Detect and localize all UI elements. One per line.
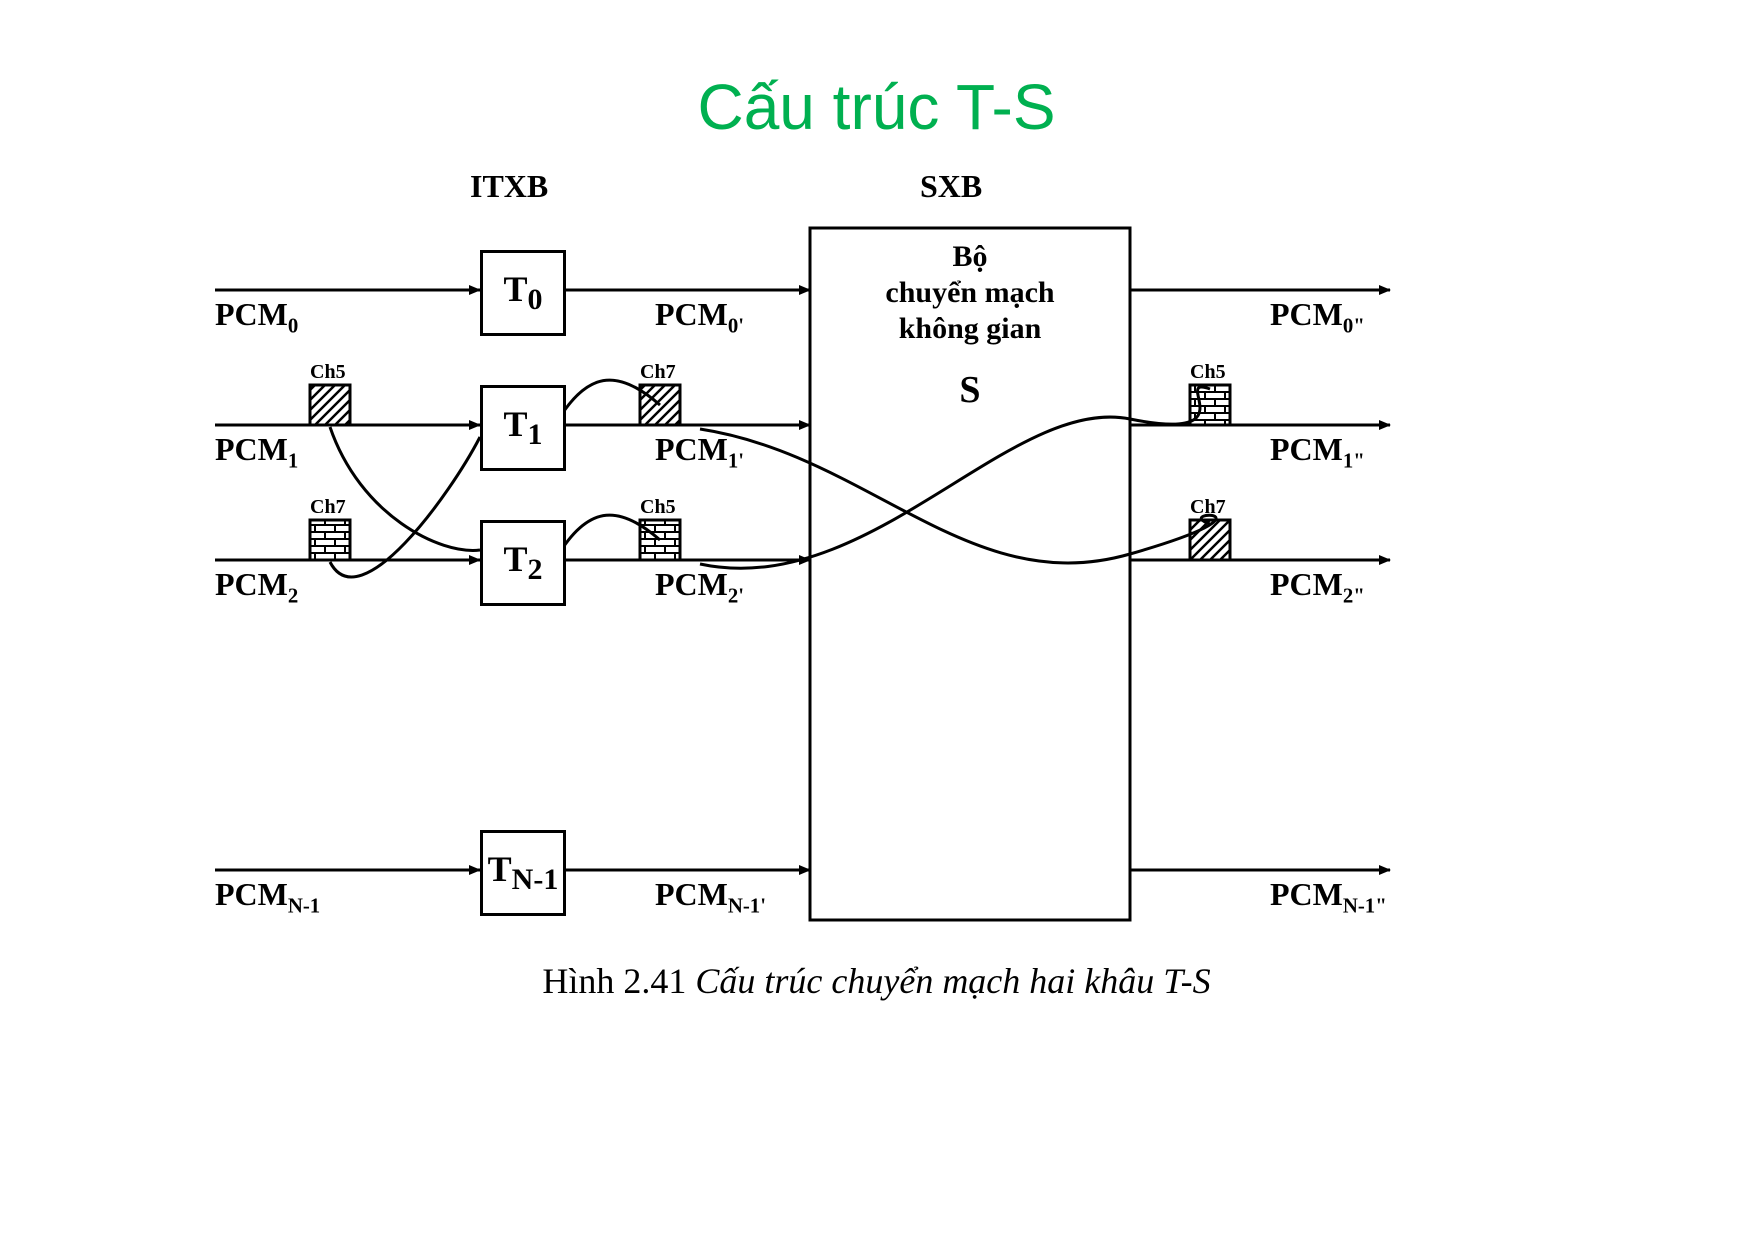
pcm-mid-3: PCMN-1' xyxy=(655,876,766,918)
t-box-3: TN-1 xyxy=(480,830,566,916)
t-box-0: T0 xyxy=(480,250,566,336)
pcm-out-3: PCMN-1" xyxy=(1270,876,1387,918)
pcm-in-0: PCM0 xyxy=(215,296,298,338)
itxb-header-label: ITXB xyxy=(470,168,548,205)
pcm-in-2: PCM2 xyxy=(215,566,298,608)
t-box-2: T2 xyxy=(480,520,566,606)
sxb-header-label: SXB xyxy=(920,168,982,205)
t-box-1: T1 xyxy=(480,385,566,471)
sxb-S: S xyxy=(959,368,980,412)
pcm-in-3: PCMN-1 xyxy=(215,876,320,918)
caption-prefix: Hình 2.41 xyxy=(542,961,695,1001)
sxb-line3: không gian xyxy=(899,312,1042,346)
ch-label-3: Ch5 xyxy=(640,496,676,519)
ch-label-4: Ch5 xyxy=(1190,361,1226,384)
pcm-mid-1: PCM1' xyxy=(655,431,744,473)
pcm-mid-0: PCM0' xyxy=(655,296,744,338)
ch-label-5: Ch7 xyxy=(1190,496,1226,519)
ch-label-1: Ch7 xyxy=(640,361,676,384)
ch-label-0: Ch5 xyxy=(310,361,346,384)
stage: Cấu trúc T-S SXB ITXB Bộchuyển mạchkhông g… xyxy=(0,0,1753,1239)
diagram-svg xyxy=(0,0,1753,1239)
ch-label-2: Ch7 xyxy=(310,496,346,519)
sxb-line1: Bộ xyxy=(952,240,987,274)
page-title: Cấu trúc T-S xyxy=(0,70,1753,144)
pcm-out-0: PCM0" xyxy=(1270,296,1365,338)
pcm-out-2: PCM2" xyxy=(1270,566,1365,608)
pcm-out-1: PCM1" xyxy=(1270,431,1365,473)
pcm-mid-2: PCM2' xyxy=(655,566,744,608)
sxb-line2: chuyển mạch xyxy=(885,276,1054,310)
figure-caption: Hình 2.41 Cấu trúc chuyển mạch hai khâu … xyxy=(0,960,1753,1002)
caption-italic: Cấu trúc chuyển mạch hai khâu T-S xyxy=(695,961,1210,1001)
pcm-in-1: PCM1 xyxy=(215,431,298,473)
